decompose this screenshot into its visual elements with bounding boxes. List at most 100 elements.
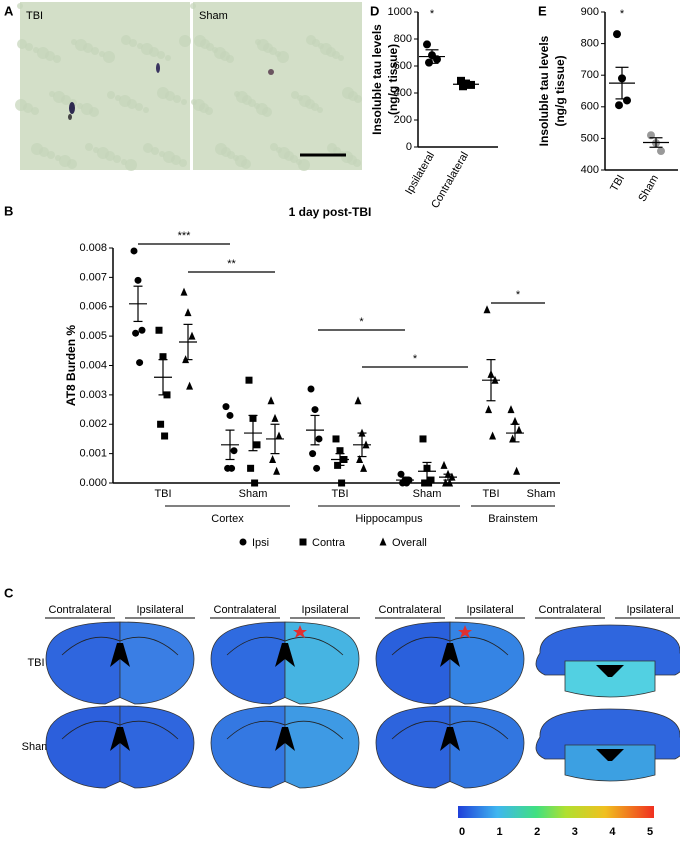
texture [77, 103, 83, 109]
texture [191, 99, 197, 105]
texture [255, 39, 261, 45]
side-label: Ipsilateral [136, 604, 183, 616]
data-point [299, 538, 307, 546]
region-label: Cortex [211, 513, 244, 525]
x-tick-label: Sham [527, 488, 556, 500]
x-tick-label: Sham [239, 488, 268, 500]
ventricle [275, 727, 295, 751]
data-point [245, 376, 253, 384]
data-point [467, 80, 475, 89]
side-label: Contralateral [539, 604, 602, 616]
texture [91, 47, 99, 55]
texture [157, 87, 169, 99]
brain-half [119, 705, 195, 789]
data-point [509, 434, 517, 443]
panel-label: A [4, 3, 14, 18]
data-point [483, 305, 491, 314]
data-point [307, 385, 315, 393]
texture [115, 95, 121, 101]
significance: * [359, 316, 364, 328]
cortex-outline [391, 720, 509, 740]
cortex-outline [226, 636, 344, 656]
texture [113, 155, 121, 163]
texture [215, 143, 227, 155]
texture [291, 91, 299, 99]
y-axis-label: Insoluble tau levels [537, 35, 551, 146]
data-point [269, 455, 277, 463]
y-tick-label: 0.004 [79, 359, 107, 371]
y-tick-label: 1000 [388, 6, 412, 18]
data-point [273, 466, 281, 475]
data-point [421, 479, 429, 487]
texture [165, 55, 171, 61]
data-point [228, 464, 236, 472]
texture [59, 155, 71, 167]
colorbar-tick-label: 5 [647, 826, 653, 838]
ventricle [110, 727, 130, 751]
data-point [515, 425, 523, 434]
data-point [623, 96, 631, 105]
texture [137, 43, 143, 49]
legend-label: Ipsi [252, 537, 269, 549]
ventricle [440, 643, 460, 667]
colorbar-tick-label: 1 [497, 826, 503, 838]
data-point [613, 30, 621, 39]
data-point [267, 396, 275, 405]
y-tick-label: 700 [581, 69, 599, 81]
texture [143, 143, 153, 153]
colorbar-tick-label: 3 [572, 826, 578, 838]
data-point [425, 58, 433, 67]
texture [143, 107, 149, 113]
region-label: Hippocampus [355, 513, 423, 525]
legend-label: Overall [392, 537, 427, 549]
cortex-outline [226, 720, 344, 740]
cortex-outline [61, 720, 179, 740]
ventricle [110, 643, 130, 667]
data-point [157, 420, 165, 428]
texture [135, 103, 143, 111]
texture [85, 143, 93, 151]
data-point [615, 101, 623, 110]
data-point [271, 413, 279, 422]
texture [181, 99, 187, 105]
texture [55, 155, 61, 161]
brain-half [375, 705, 451, 789]
data-point [446, 478, 454, 487]
y-tick-label: 0 [406, 141, 412, 153]
micrograph [193, 2, 362, 170]
x-tick-label: TBI [331, 488, 348, 500]
texture [129, 39, 137, 47]
x-tick-label: TBI [482, 488, 499, 500]
y-tick-label: 0.008 [79, 242, 107, 254]
colorbar-tick-label: 2 [534, 826, 540, 838]
data-point [315, 435, 323, 443]
data-point [313, 464, 321, 472]
data-point [136, 359, 144, 367]
texture [17, 3, 23, 9]
data-point [332, 435, 340, 443]
data-point [338, 479, 346, 487]
texture [103, 51, 115, 63]
brain-region [564, 660, 656, 698]
brain-half [284, 621, 360, 705]
brain-half [449, 705, 525, 789]
texture [194, 35, 206, 47]
data-point [440, 460, 448, 469]
region-label: Brainstem [488, 513, 538, 525]
row-label: TBI [27, 657, 44, 669]
y-tick-label: 0.005 [79, 330, 107, 342]
side-label: Ipsilateral [626, 604, 673, 616]
micrograph [20, 2, 190, 170]
y-axis-label: (ng/g tissue) [386, 44, 400, 115]
y-tick-label: 800 [394, 33, 412, 45]
data-point [423, 40, 431, 49]
legend-label: Contra [312, 537, 346, 549]
x-tick-label: TBI [154, 488, 171, 500]
image-label: TBI [26, 10, 43, 22]
colorbar-tick-label: 0 [459, 826, 465, 838]
data-point [188, 331, 196, 340]
significance: * [516, 289, 521, 301]
x-tick-label: Sham [636, 173, 661, 204]
